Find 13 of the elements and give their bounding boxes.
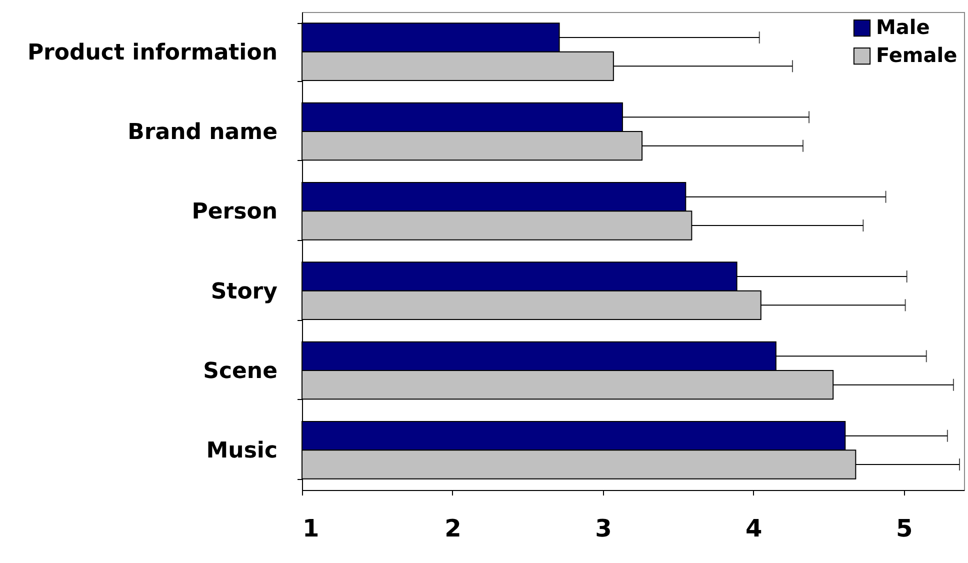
y-tick-label: Person [192, 200, 278, 225]
y-tick-label: Story [210, 279, 278, 304]
y-tick-label: Brand name [128, 120, 278, 145]
y-tick-label: Scene [203, 359, 278, 384]
x-tick-label: 1 [302, 514, 320, 542]
x-tick-label: 3 [595, 514, 612, 542]
x-tick-label: 2 [444, 514, 462, 542]
x-tick-label: 4 [746, 514, 762, 542]
y-tick-label: Music [206, 438, 278, 464]
legend-label: Male [876, 15, 930, 39]
x-tick-label: 5 [896, 514, 913, 542]
y-tick-label: Product information [27, 40, 278, 66]
legend-label: Female [876, 43, 958, 67]
